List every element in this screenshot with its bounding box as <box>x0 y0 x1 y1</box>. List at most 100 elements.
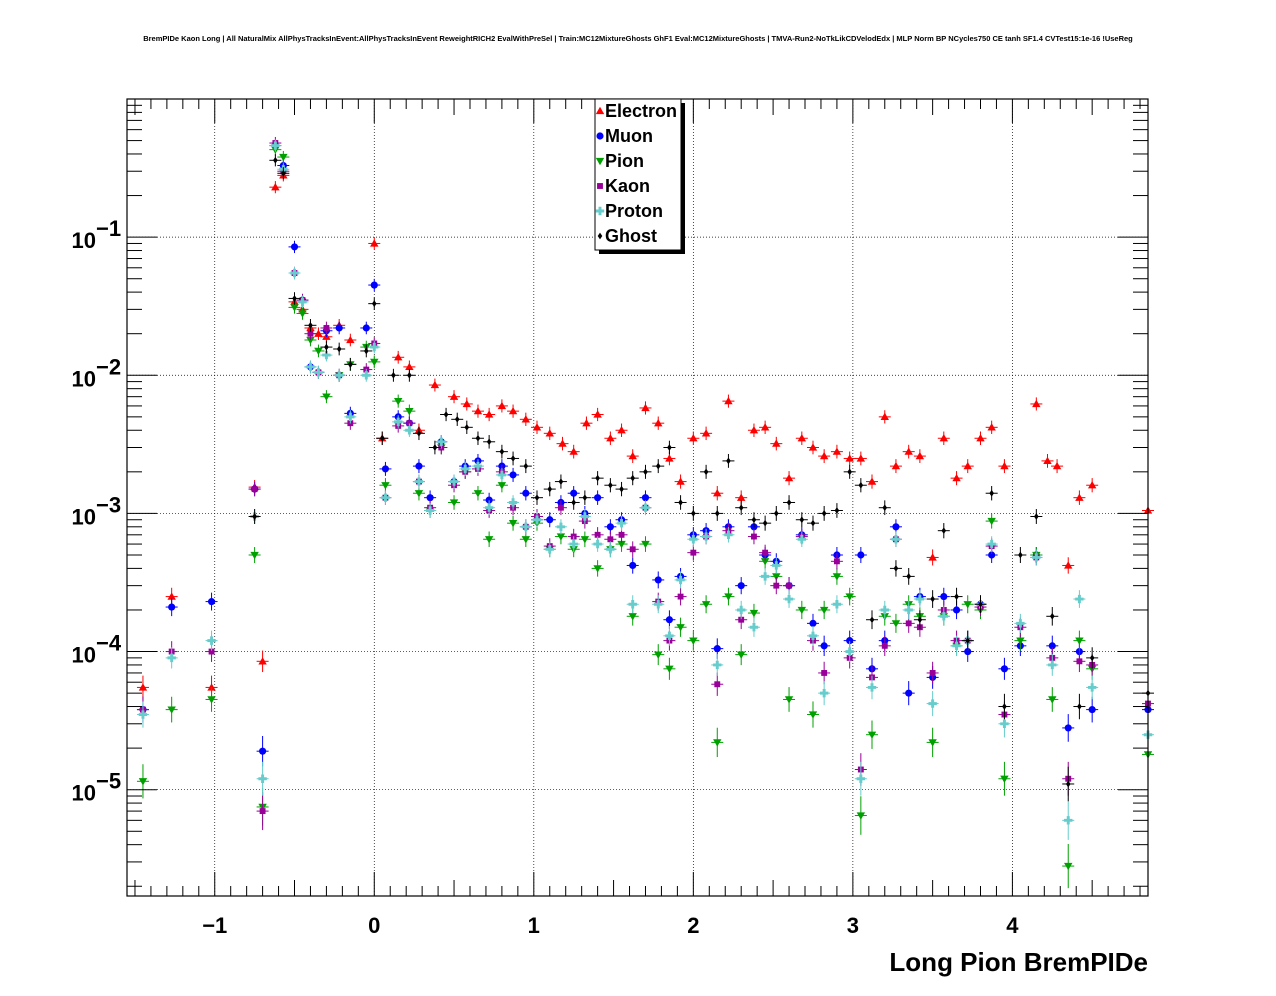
data-point-pion <box>507 515 520 531</box>
data-point-ghost <box>674 495 687 510</box>
data-point-proton <box>296 295 309 309</box>
marker <box>628 451 637 460</box>
data-point-kaon <box>759 544 772 561</box>
legend-label: Pion <box>605 151 644 171</box>
marker <box>641 494 650 502</box>
marker <box>1089 654 1095 662</box>
data-point-electron <box>747 423 760 437</box>
marker <box>532 423 542 431</box>
marker <box>1064 862 1073 871</box>
marker <box>407 371 412 379</box>
data-point-ghost <box>985 486 998 501</box>
data-point-electron <box>878 410 891 424</box>
data-point-proton <box>652 595 665 614</box>
marker <box>690 549 697 556</box>
marker <box>963 461 972 470</box>
data-point-muon <box>165 597 178 617</box>
data-point-electron <box>556 436 569 451</box>
data-point-pion <box>165 696 178 723</box>
data-point-proton <box>554 519 567 535</box>
marker <box>521 415 531 423</box>
marker <box>929 670 936 676</box>
data-point-pion <box>205 687 218 712</box>
data-point-electron <box>483 407 496 422</box>
marker <box>654 600 663 609</box>
marker <box>308 321 313 329</box>
legend-marker <box>595 206 605 216</box>
marker <box>808 443 818 451</box>
data-point-ghost <box>519 459 532 474</box>
data-point-ghost <box>700 464 713 479</box>
marker <box>545 429 554 437</box>
marker <box>978 600 983 608</box>
data-point-proton <box>950 635 963 657</box>
data-point-proton <box>866 675 879 700</box>
marker <box>760 558 770 566</box>
data-point-electron <box>998 459 1011 474</box>
legend-entry-muon: Muon <box>596 126 653 146</box>
marker <box>893 565 899 572</box>
y-tick-label: 10 −1 <box>72 216 122 253</box>
marker <box>641 403 650 412</box>
marker <box>556 533 566 541</box>
marker <box>1076 658 1083 665</box>
marker <box>797 535 807 544</box>
marker <box>362 371 371 380</box>
marker <box>473 490 483 498</box>
data-point-ghost <box>843 464 856 479</box>
marker <box>314 347 323 356</box>
marker <box>416 429 422 437</box>
data-point-kaon <box>747 528 760 545</box>
data-point-pion <box>700 595 713 614</box>
series-ghost <box>248 154 1154 802</box>
data-point-electron <box>580 416 593 430</box>
marker <box>772 573 781 581</box>
data-point-muon <box>818 635 831 657</box>
data-point-ghost <box>759 515 772 531</box>
y-tick-base: 10 <box>72 781 96 806</box>
data-point-pion <box>889 613 902 633</box>
marker <box>905 620 912 627</box>
marker <box>250 551 259 560</box>
marker <box>749 609 759 618</box>
marker <box>819 451 829 460</box>
data-point-ghost <box>687 505 700 521</box>
marker <box>279 153 288 162</box>
data-point-electron <box>543 426 556 441</box>
marker <box>484 503 494 512</box>
data-point-proton <box>360 368 373 382</box>
marker <box>1048 660 1057 670</box>
y-tick-exponent: −4 <box>96 631 122 656</box>
data-point-kaon <box>711 672 724 696</box>
marker <box>786 499 792 506</box>
data-point-ghost <box>471 431 484 446</box>
series-pion <box>136 143 1154 889</box>
data-point-ghost <box>376 431 389 446</box>
data-point-electron <box>830 444 843 459</box>
data-point-ghost <box>320 340 333 354</box>
data-point-electron <box>961 459 974 474</box>
marker <box>508 406 518 415</box>
marker <box>259 808 266 815</box>
data-point-ghost <box>604 478 617 493</box>
marker <box>207 683 216 691</box>
marker <box>954 593 959 600</box>
data-point-proton <box>379 490 392 505</box>
marker <box>762 519 768 527</box>
data-point-ghost <box>440 407 453 422</box>
y-tick-label: 10 −4 <box>72 631 122 668</box>
marker <box>363 347 369 355</box>
marker <box>821 670 828 676</box>
marker <box>406 420 413 427</box>
data-point-proton <box>333 368 346 382</box>
marker <box>833 558 840 565</box>
y-tick-exponent: −1 <box>96 216 121 241</box>
marker <box>641 540 650 549</box>
data-point-ghost <box>926 590 939 608</box>
legend-marker <box>597 183 603 189</box>
data-point-ghost <box>747 512 760 528</box>
data-point-electron <box>985 420 998 435</box>
marker <box>336 345 342 353</box>
marker <box>370 358 379 367</box>
data-point-proton <box>471 459 484 474</box>
